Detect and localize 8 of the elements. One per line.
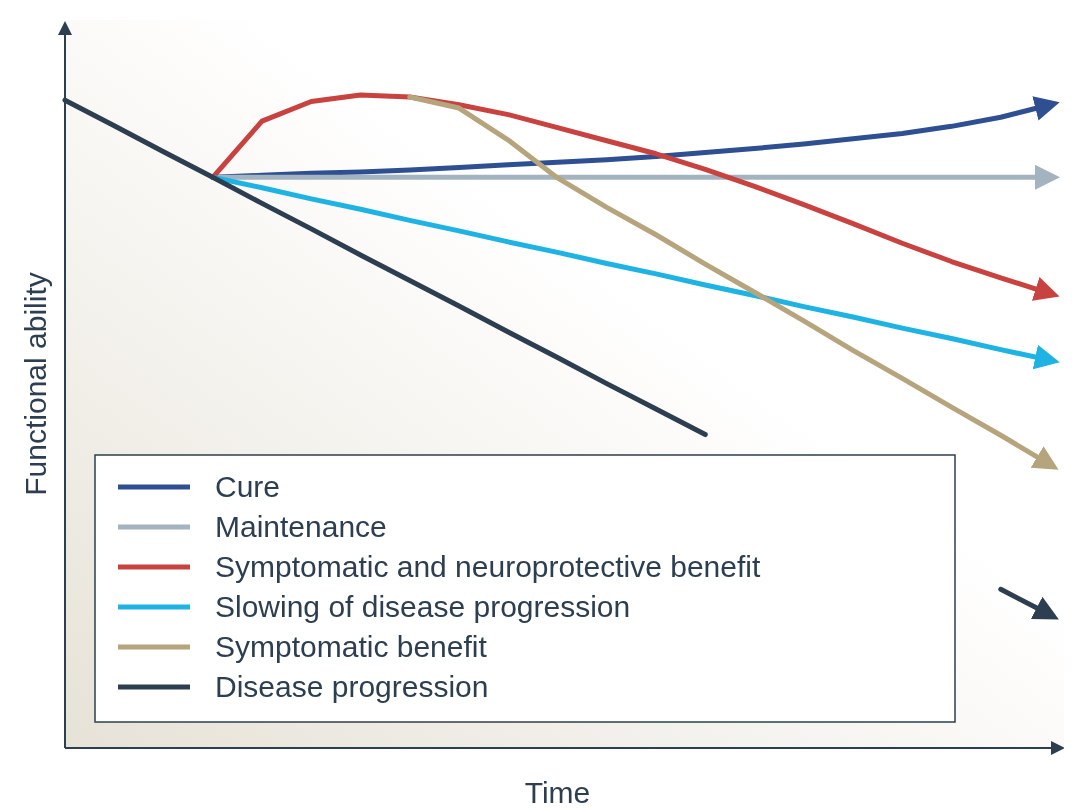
- legend-label: Symptomatic benefit: [215, 630, 488, 663]
- legend-label: Maintenance: [215, 510, 387, 543]
- legend-label: Disease progression: [215, 670, 489, 703]
- x-axis-title: Time: [524, 776, 591, 809]
- y-axis-title: Functional ability: [19, 272, 52, 496]
- legend-label: Cure: [215, 470, 281, 503]
- legend-label: Symptomatic and neuroprotective benefit: [215, 550, 761, 583]
- legend-label: Slowing of disease progression: [215, 590, 631, 623]
